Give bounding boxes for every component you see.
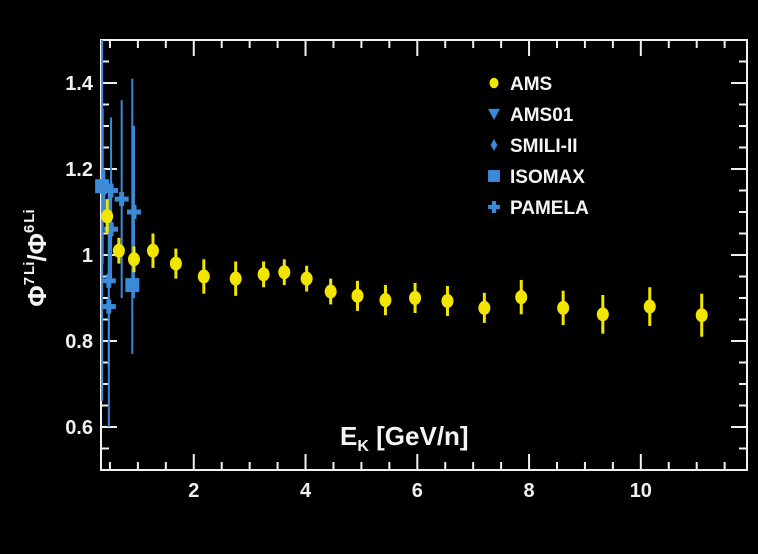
series-ams	[101, 199, 708, 337]
legend-label: SMILI-II	[510, 136, 578, 157]
data-point	[95, 179, 110, 194]
data-point	[278, 265, 291, 280]
legend-marker-cross	[488, 201, 500, 213]
legend-marker-circle	[489, 77, 499, 89]
data-point	[104, 222, 119, 237]
x-tick-label: 10	[630, 480, 652, 502]
data-point	[169, 256, 182, 271]
y-tick-label: 1.4	[65, 73, 94, 95]
x-axis-title: EK [GeV/n]	[340, 421, 469, 455]
x-tick-label: 8	[523, 480, 534, 502]
cross-v	[131, 205, 137, 219]
data-point	[127, 252, 140, 267]
cross-v	[119, 192, 125, 207]
data-point	[351, 288, 364, 303]
data-point	[112, 243, 125, 258]
data-point	[478, 300, 491, 315]
legend-marker-diamond	[490, 139, 498, 151]
data-point	[125, 278, 140, 293]
data-point	[379, 293, 392, 308]
y-tick-label: 1.2	[65, 159, 93, 181]
data-point	[114, 192, 129, 207]
cross-v	[491, 201, 497, 213]
data-point	[101, 209, 114, 224]
legend-label: AMS	[510, 74, 552, 95]
cross-v	[106, 299, 112, 314]
cross-v	[100, 179, 106, 194]
data-point	[229, 271, 242, 286]
legend-label: AMS01	[510, 105, 574, 126]
cross-v	[108, 222, 114, 237]
y-tick-label: 0.8	[65, 331, 93, 353]
data-point	[257, 267, 270, 282]
data-point	[146, 243, 159, 258]
x-tick-label: 2	[188, 480, 199, 502]
legend-label: ISOMAX	[510, 167, 585, 188]
data-point	[324, 284, 337, 299]
legend-marker-triangle-down	[488, 108, 500, 120]
legend-marker-square	[488, 170, 500, 182]
legend-label: PAMELA	[510, 198, 589, 219]
data-point	[515, 290, 528, 305]
legend: AMS AMS01 SMILI-II ISOMAX PAMELA	[488, 74, 589, 219]
data-point	[695, 308, 708, 323]
data-point	[441, 294, 454, 309]
y-tick-label: 1	[82, 245, 93, 267]
data-point	[197, 269, 210, 284]
data-point	[300, 271, 313, 286]
data-point	[643, 299, 656, 314]
data-point	[409, 291, 422, 305]
data-point	[557, 300, 570, 315]
x-tick-label: 6	[412, 480, 423, 502]
x-tick-label: 4	[300, 480, 312, 502]
y-axis-title: Φ7Li/Φ6Li	[21, 209, 52, 306]
y-tick-label: 0.6	[65, 417, 93, 439]
data-point	[596, 307, 609, 322]
data-point	[126, 205, 141, 219]
svg-text:Φ7Li/Φ6Li: Φ7Li/Φ6Li	[21, 209, 52, 306]
data-point	[101, 299, 116, 314]
